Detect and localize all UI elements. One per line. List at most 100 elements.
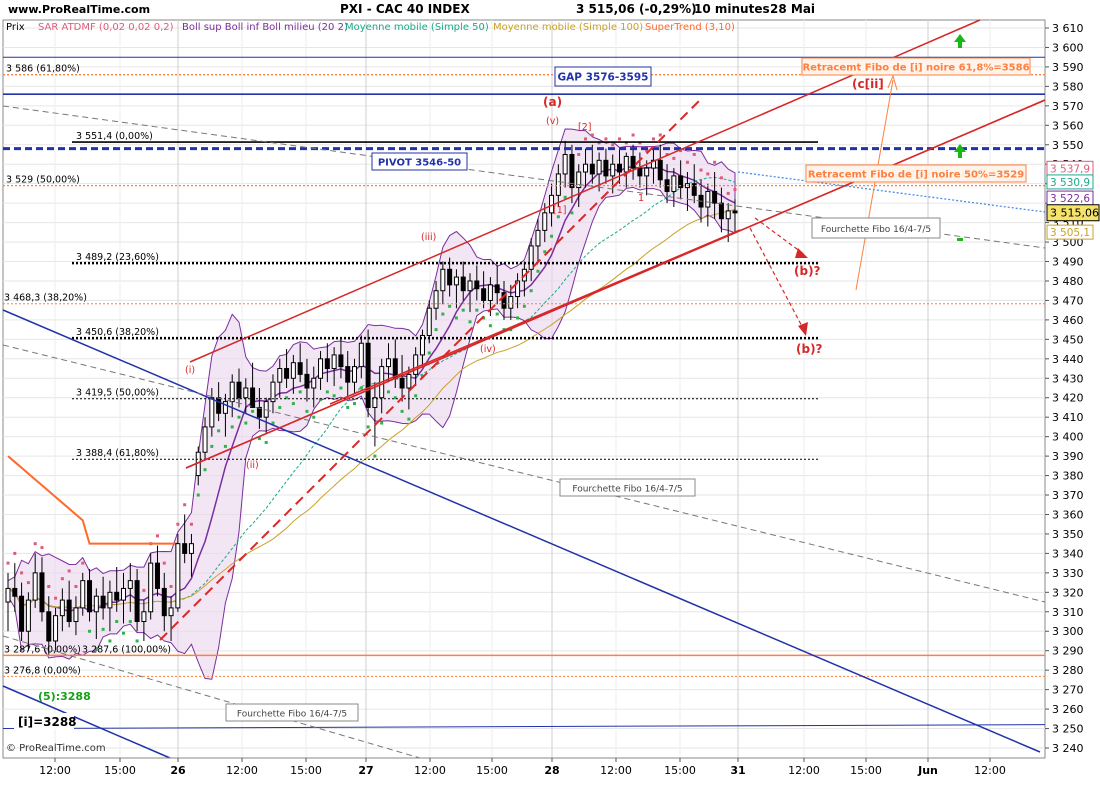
copyright-text: © ProRealTime.com bbox=[6, 743, 106, 754]
sar-dot bbox=[550, 234, 554, 238]
sar-dot bbox=[448, 304, 452, 308]
candle-up bbox=[209, 397, 215, 428]
candle-down bbox=[637, 167, 643, 177]
sar-dot bbox=[706, 172, 710, 176]
fourchette-annotation-3-box bbox=[225, 703, 359, 722]
candle-up bbox=[222, 401, 228, 414]
projection-arrow bbox=[855, 79, 894, 291]
fourchette-annotation-2-label: Fourchette Fibo 16/4-7/5 bbox=[572, 485, 682, 495]
candle-up bbox=[419, 334, 425, 356]
sar-dot bbox=[353, 402, 357, 406]
sar-dot bbox=[407, 417, 411, 421]
sar-dot bbox=[101, 627, 105, 631]
fibo-level-label: 3 287,6 (100,00%) bbox=[82, 644, 171, 655]
y-tick-label: 3 420 bbox=[1052, 392, 1084, 405]
candle-up bbox=[515, 280, 521, 298]
green-arrow-icon bbox=[954, 34, 966, 48]
wave-b-label-2: (b)? bbox=[796, 342, 823, 356]
sar-dot bbox=[223, 444, 227, 448]
sar-dot bbox=[346, 405, 350, 409]
candle-down bbox=[481, 288, 487, 301]
wave-5-label: (5):3288 bbox=[38, 690, 91, 703]
sar-dot bbox=[699, 168, 703, 172]
wave-count-label: (i) bbox=[185, 365, 195, 376]
wave-i-bg bbox=[14, 713, 74, 729]
red-channel-inner bbox=[329, 229, 741, 405]
sar-dot bbox=[142, 588, 146, 592]
sar-dot bbox=[570, 211, 574, 215]
candle-down bbox=[114, 591, 120, 601]
candle-down bbox=[365, 342, 371, 408]
downtrend-line bbox=[2, 309, 1041, 753]
target-arrowhead bbox=[795, 248, 808, 258]
sar-dot bbox=[128, 620, 132, 624]
y-tick-label: 3 330 bbox=[1052, 567, 1084, 580]
sar-dot bbox=[645, 149, 649, 153]
projection-arrowhead bbox=[887, 74, 898, 91]
y-tick-label: 3 360 bbox=[1052, 508, 1084, 521]
sar-dot bbox=[733, 188, 737, 192]
sar-dot bbox=[67, 569, 71, 573]
sar-dot bbox=[217, 429, 221, 433]
candle-up bbox=[32, 572, 38, 601]
candle-down bbox=[732, 210, 738, 214]
fibo-fan-line bbox=[2, 344, 1046, 603]
sar-dot bbox=[264, 440, 268, 444]
wave-count-label: (iii) bbox=[421, 232, 436, 243]
price-tag bbox=[1046, 224, 1094, 240]
candle-up bbox=[107, 591, 113, 609]
candle-down bbox=[236, 381, 242, 399]
candle-up bbox=[433, 290, 439, 309]
site-url[interactable]: www.ProRealTime.com bbox=[8, 3, 150, 16]
candle-down bbox=[100, 595, 106, 609]
candle-up bbox=[80, 580, 86, 609]
candle-down bbox=[12, 587, 18, 597]
sar-dot bbox=[380, 421, 384, 425]
sar-dot bbox=[651, 137, 655, 141]
x-tick-label: 12:00 bbox=[600, 764, 632, 777]
candle-up bbox=[202, 426, 208, 453]
sar-dot bbox=[427, 351, 431, 355]
fibo-level-label: 3 529 (50,00%) bbox=[6, 175, 80, 186]
sar-dot bbox=[577, 152, 581, 156]
candle-up bbox=[644, 167, 650, 177]
y-tick-label: 3 390 bbox=[1052, 450, 1084, 463]
candle-down bbox=[134, 580, 140, 623]
candle-down bbox=[678, 175, 684, 189]
candle-down bbox=[46, 611, 52, 642]
candle-down bbox=[712, 190, 718, 204]
fibo-level-label: 3 489,2 (23,60%) bbox=[76, 252, 159, 263]
price-tag-label: 3 537,9 bbox=[1050, 163, 1090, 175]
sar-dot bbox=[536, 269, 540, 273]
sar-dot bbox=[393, 396, 397, 400]
candle-up bbox=[426, 307, 432, 336]
candle-up bbox=[610, 163, 616, 177]
sar-dot bbox=[230, 425, 234, 429]
sar-dot bbox=[40, 546, 44, 550]
legend-price: Prix bbox=[6, 22, 25, 33]
y-tick-label: 3 460 bbox=[1052, 314, 1084, 327]
x-tick-label: 12:00 bbox=[226, 764, 258, 777]
dotted-trendline bbox=[737, 171, 1046, 213]
fibo-level-label: 3 551,4 (0,00%) bbox=[76, 131, 153, 142]
candle-down bbox=[447, 268, 453, 286]
fourchette-annotation-3-label: Fourchette Fibo 16/4-7/5 bbox=[237, 710, 347, 720]
sar-dot bbox=[325, 390, 329, 394]
sar-dot bbox=[291, 402, 295, 406]
chart-interval: 10 minutes bbox=[694, 2, 770, 16]
candle-up bbox=[73, 607, 79, 623]
wave-count-label: (ii) bbox=[246, 460, 259, 471]
sar-dot bbox=[271, 421, 275, 425]
y-tick-label: 3 430 bbox=[1052, 372, 1084, 385]
sar-dot bbox=[285, 396, 289, 400]
candle-up bbox=[583, 163, 589, 173]
gridlines bbox=[2, 19, 1046, 759]
fibo-level-label: 3 586 (61,80%) bbox=[6, 64, 80, 75]
candle-up bbox=[528, 245, 534, 270]
sar-dot bbox=[617, 137, 621, 141]
x-tick-label: 28 bbox=[544, 764, 559, 777]
candle-up bbox=[542, 212, 548, 231]
fourchette-annotation-1-box bbox=[811, 217, 941, 239]
